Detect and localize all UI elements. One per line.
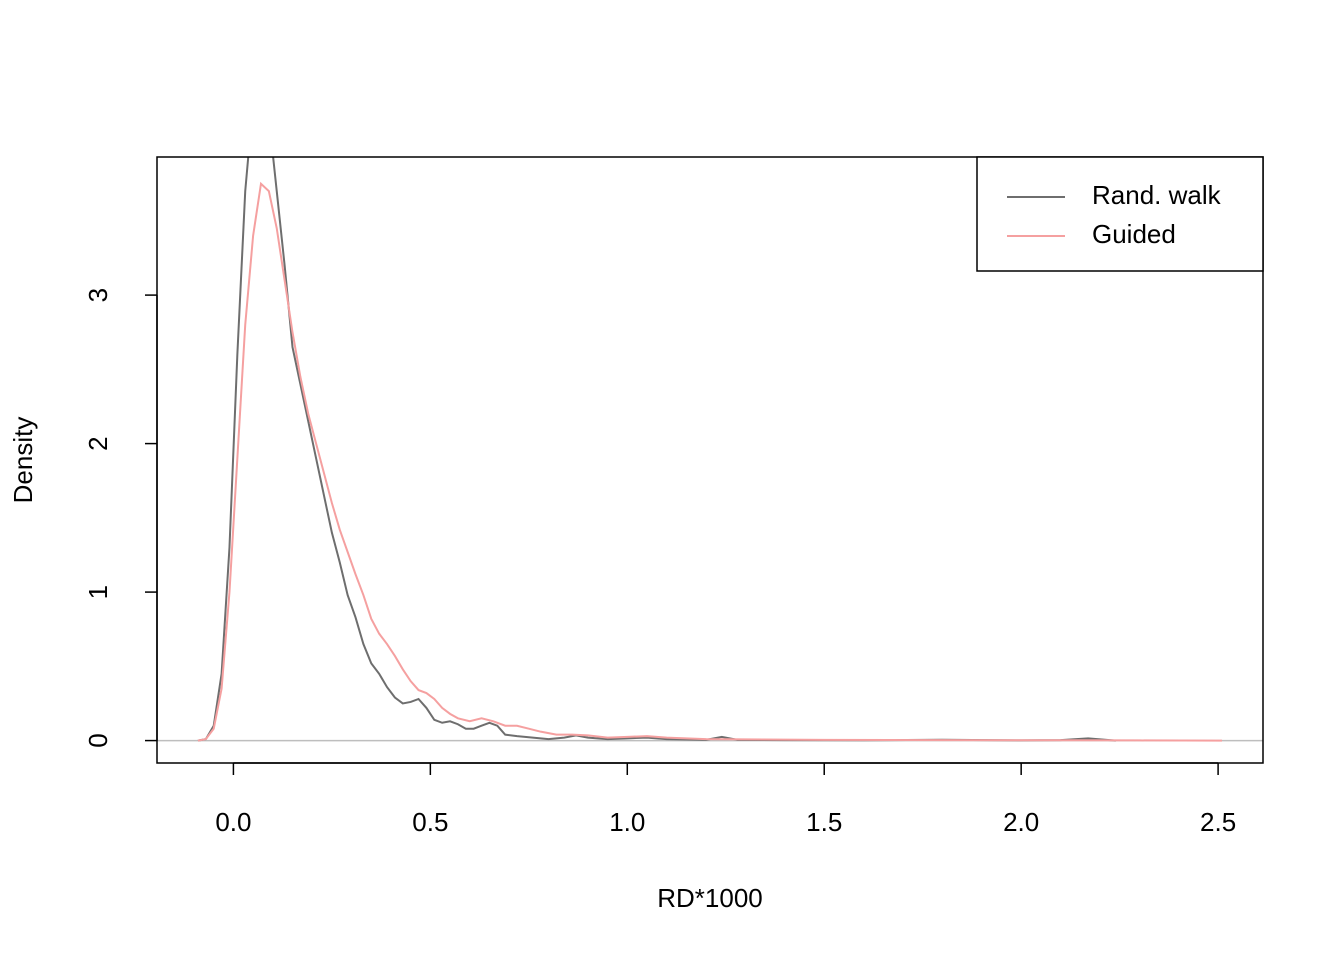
y-tick-label: 1 bbox=[83, 585, 113, 599]
plot-border bbox=[156, 156, 1264, 764]
x-tick-label: 1.0 bbox=[609, 807, 645, 837]
x-tick-label: 2.5 bbox=[1200, 807, 1236, 837]
y-tick-label: 2 bbox=[83, 436, 113, 450]
x-axis-label: RD*1000 bbox=[657, 883, 763, 913]
legend-label: Rand. walk bbox=[1092, 180, 1222, 210]
x-tick-label: 0.5 bbox=[412, 807, 448, 837]
y-tick-label: 0 bbox=[83, 733, 113, 747]
legend-box bbox=[976, 156, 1264, 272]
y-tick-label: 3 bbox=[83, 288, 113, 302]
plot-area bbox=[197, 157, 1223, 742]
x-tick-label: 2.0 bbox=[1003, 807, 1039, 837]
density-line bbox=[197, 181, 1223, 742]
legend-label: Guided bbox=[1092, 219, 1176, 249]
density-line bbox=[197, 157, 1116, 742]
x-tick-label: 1.5 bbox=[806, 807, 842, 837]
x-tick-label: 0.0 bbox=[215, 807, 251, 837]
y-axis-label: Density bbox=[8, 417, 38, 504]
